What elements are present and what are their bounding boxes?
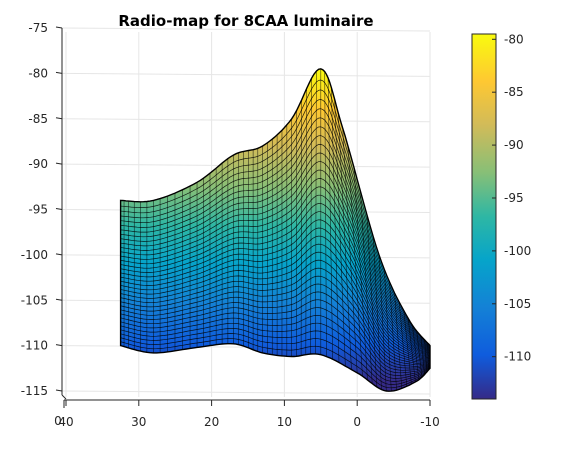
z-tick (55, 344, 63, 347)
axis-corner (61, 394, 67, 400)
z-tick (55, 71, 63, 74)
mesh-col (412, 325, 420, 380)
gridline-z (61, 118, 431, 123)
z-tick (55, 298, 63, 301)
colorbar-tick-label: -105 (504, 297, 531, 311)
z-tick-label: -105 (21, 293, 48, 307)
z-tick (55, 389, 63, 392)
mesh-col (300, 99, 302, 356)
colorbar-tick-label: -110 (504, 350, 531, 364)
mesh-col (407, 318, 416, 382)
z-tick (55, 253, 63, 256)
gridline-z (61, 390, 431, 395)
gridline-z (61, 27, 431, 32)
colorbar: -80 -85 -90 -95 -100 -105 -110 (471, 32, 531, 400)
gridline-z (61, 72, 431, 77)
mesh-col (420, 335, 425, 375)
colorbar-tick-label: -85 (504, 85, 524, 99)
surface (119, 68, 431, 392)
x-tick-label: 30 (131, 415, 146, 429)
z-tick-label: -80 (28, 66, 48, 80)
mesh-col (342, 127, 358, 373)
mesh-col (360, 191, 373, 384)
x-tick-label: 0 (353, 415, 361, 429)
z-tick-label: -95 (28, 203, 48, 217)
mesh-col (366, 214, 378, 387)
mesh-col (389, 282, 397, 391)
x-tick-label: -10 (420, 415, 440, 429)
mesh-col (398, 302, 408, 387)
mesh-col (424, 339, 428, 373)
mesh-col (372, 236, 382, 390)
mesh-col (334, 99, 346, 367)
mesh-col (310, 78, 312, 355)
colorbar-tick-label: -90 (504, 138, 524, 152)
surface-mesh (120, 68, 430, 392)
colorbar-tick-label: -80 (504, 32, 524, 46)
colorbar-bar (471, 33, 497, 400)
z-tick-label: -90 (28, 157, 48, 171)
mesh-col (330, 87, 340, 363)
surface-fill (120, 68, 430, 392)
x-origin-label: 0 (54, 414, 62, 428)
z-tick (55, 117, 63, 120)
mesh-col (327, 77, 333, 360)
chart-title: Radio-map for 8CAA luminaire (118, 12, 373, 30)
z-tick (55, 26, 63, 29)
mesh-col (384, 269, 392, 392)
mesh-col (347, 145, 363, 377)
z-tick-label: -110 (21, 339, 48, 353)
mesh-col (337, 112, 352, 370)
surface-outline (119, 68, 431, 392)
mesh-col (416, 331, 423, 378)
colorbar-tick-label: -100 (504, 244, 531, 258)
mesh-col (324, 71, 327, 357)
mesh-col (403, 310, 412, 385)
mesh-col (305, 88, 307, 355)
colorbar-tick-label: -95 (504, 191, 524, 205)
mesh-col (353, 167, 368, 380)
mesh-col (315, 71, 317, 354)
x-tick-label: 10 (277, 415, 292, 429)
z-tick-label: -85 (28, 112, 48, 126)
mesh-col (427, 343, 429, 370)
x-tick-label: 40 (58, 415, 73, 429)
z-tick-label: -100 (21, 248, 48, 262)
x-tick-label: 20 (204, 415, 219, 429)
z-tick (55, 162, 63, 165)
mesh-col (378, 254, 387, 392)
z-tick-label: -75 (28, 21, 48, 35)
z-tick-label: -115 (21, 384, 48, 398)
z-tick (55, 208, 63, 210)
mesh-col (394, 292, 403, 389)
